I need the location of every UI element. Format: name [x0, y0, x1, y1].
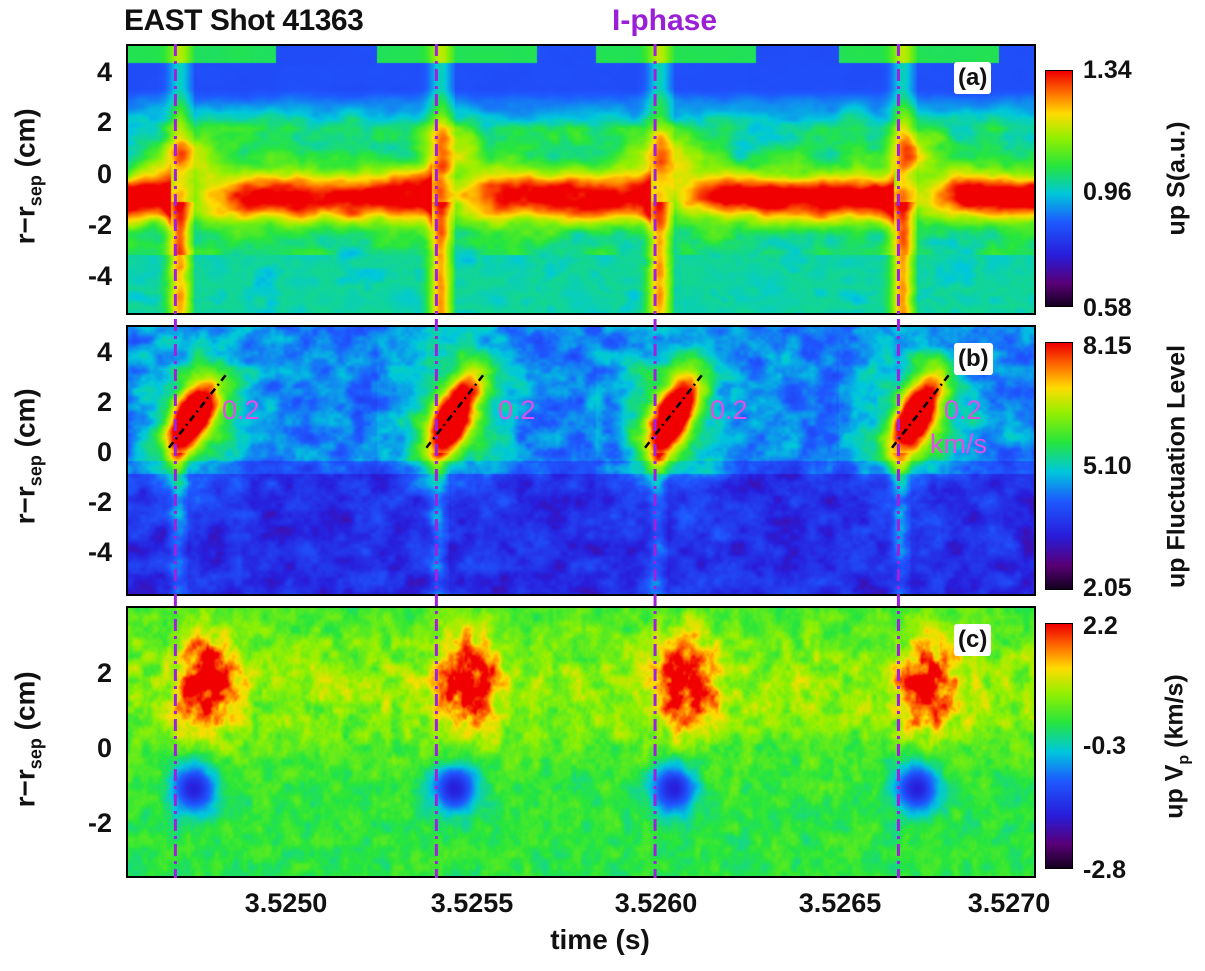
- cbar-b-min: 2.05: [1083, 574, 1132, 602]
- panel-letter-c: (c): [954, 624, 992, 656]
- ytick-a-4: 4: [96, 57, 112, 87]
- velocity-label-1: 0.2: [222, 395, 260, 425]
- ytick-a-2: 2: [96, 107, 112, 137]
- panel-letter-a: (a): [954, 62, 992, 94]
- cbar-c-mid: -0.3: [1083, 732, 1127, 760]
- velocity-fit-line-4: [890, 372, 951, 449]
- ytick-b-0: 0: [96, 437, 112, 467]
- xtick-2: 3.5255: [430, 888, 514, 918]
- velocity-label-4: 0.2: [944, 395, 982, 425]
- cbar-c-min: -2.8: [1083, 856, 1127, 884]
- panel-a: (a): [126, 44, 1036, 315]
- velocity-label-3: 0.2: [710, 395, 748, 425]
- colorbar-b: [1045, 342, 1073, 590]
- ytick-c-2: 2: [96, 658, 112, 688]
- ytick-a-m2: -2: [87, 210, 112, 240]
- cbar-a-max: 1.34: [1083, 56, 1132, 84]
- colorbar-c: [1045, 623, 1073, 869]
- velocity-label-2: 0.2: [498, 395, 536, 425]
- cbar-label-b: up Fluctuation Level: [1162, 344, 1191, 589]
- heatmap-a: [126, 44, 1036, 315]
- i-phase-label: I-phase: [612, 4, 718, 37]
- xtick-1: 3.5250: [244, 888, 328, 918]
- ytick-b-m4: -4: [87, 537, 112, 567]
- xtick-3: 3.5260: [614, 888, 698, 918]
- colorbar-a: [1045, 70, 1073, 307]
- ytick-b-2: 2: [96, 387, 112, 417]
- shot-title: EAST Shot 41363: [124, 4, 364, 37]
- xtick-4: 3.5265: [798, 888, 882, 918]
- panel-letter-b: (b): [954, 343, 993, 375]
- ylabel-b: r−rsep (cm): [9, 388, 46, 525]
- cbar-label-a: up S(a.u.): [1162, 121, 1191, 236]
- heatmap-c: [126, 606, 1036, 878]
- ytick-c-0: 0: [96, 733, 112, 763]
- cbar-a-min: 0.58: [1083, 294, 1132, 322]
- panel-b: (b) 0.2 0.2 0.2 0.2 km/s: [126, 325, 1036, 596]
- ytick-b-4: 4: [96, 337, 112, 367]
- velocity-fit-line-1: [167, 372, 228, 449]
- velocity-unit: km/s: [930, 429, 987, 459]
- ytick-a-0: 0: [96, 159, 112, 189]
- x-axis-label: time (s): [550, 924, 650, 955]
- cbar-b-mid: 5.10: [1083, 452, 1132, 480]
- ytick-c-m2: -2: [87, 808, 112, 838]
- ylabel-c: r−rsep (cm): [9, 671, 46, 808]
- heatmap-b: [126, 325, 1036, 596]
- ytick-a-m4: -4: [87, 261, 112, 291]
- cbar-b-max: 8.15: [1083, 332, 1132, 360]
- ytick-b-m2: -2: [87, 487, 112, 517]
- xtick-5: 3.5270: [967, 888, 1051, 918]
- ylabel-a: r−rsep (cm): [9, 108, 46, 245]
- cbar-a-mid: 0.96: [1083, 178, 1132, 206]
- cbar-c-max: 2.2: [1083, 612, 1118, 640]
- cbar-label-c: up Vp (km/s): [1160, 674, 1193, 819]
